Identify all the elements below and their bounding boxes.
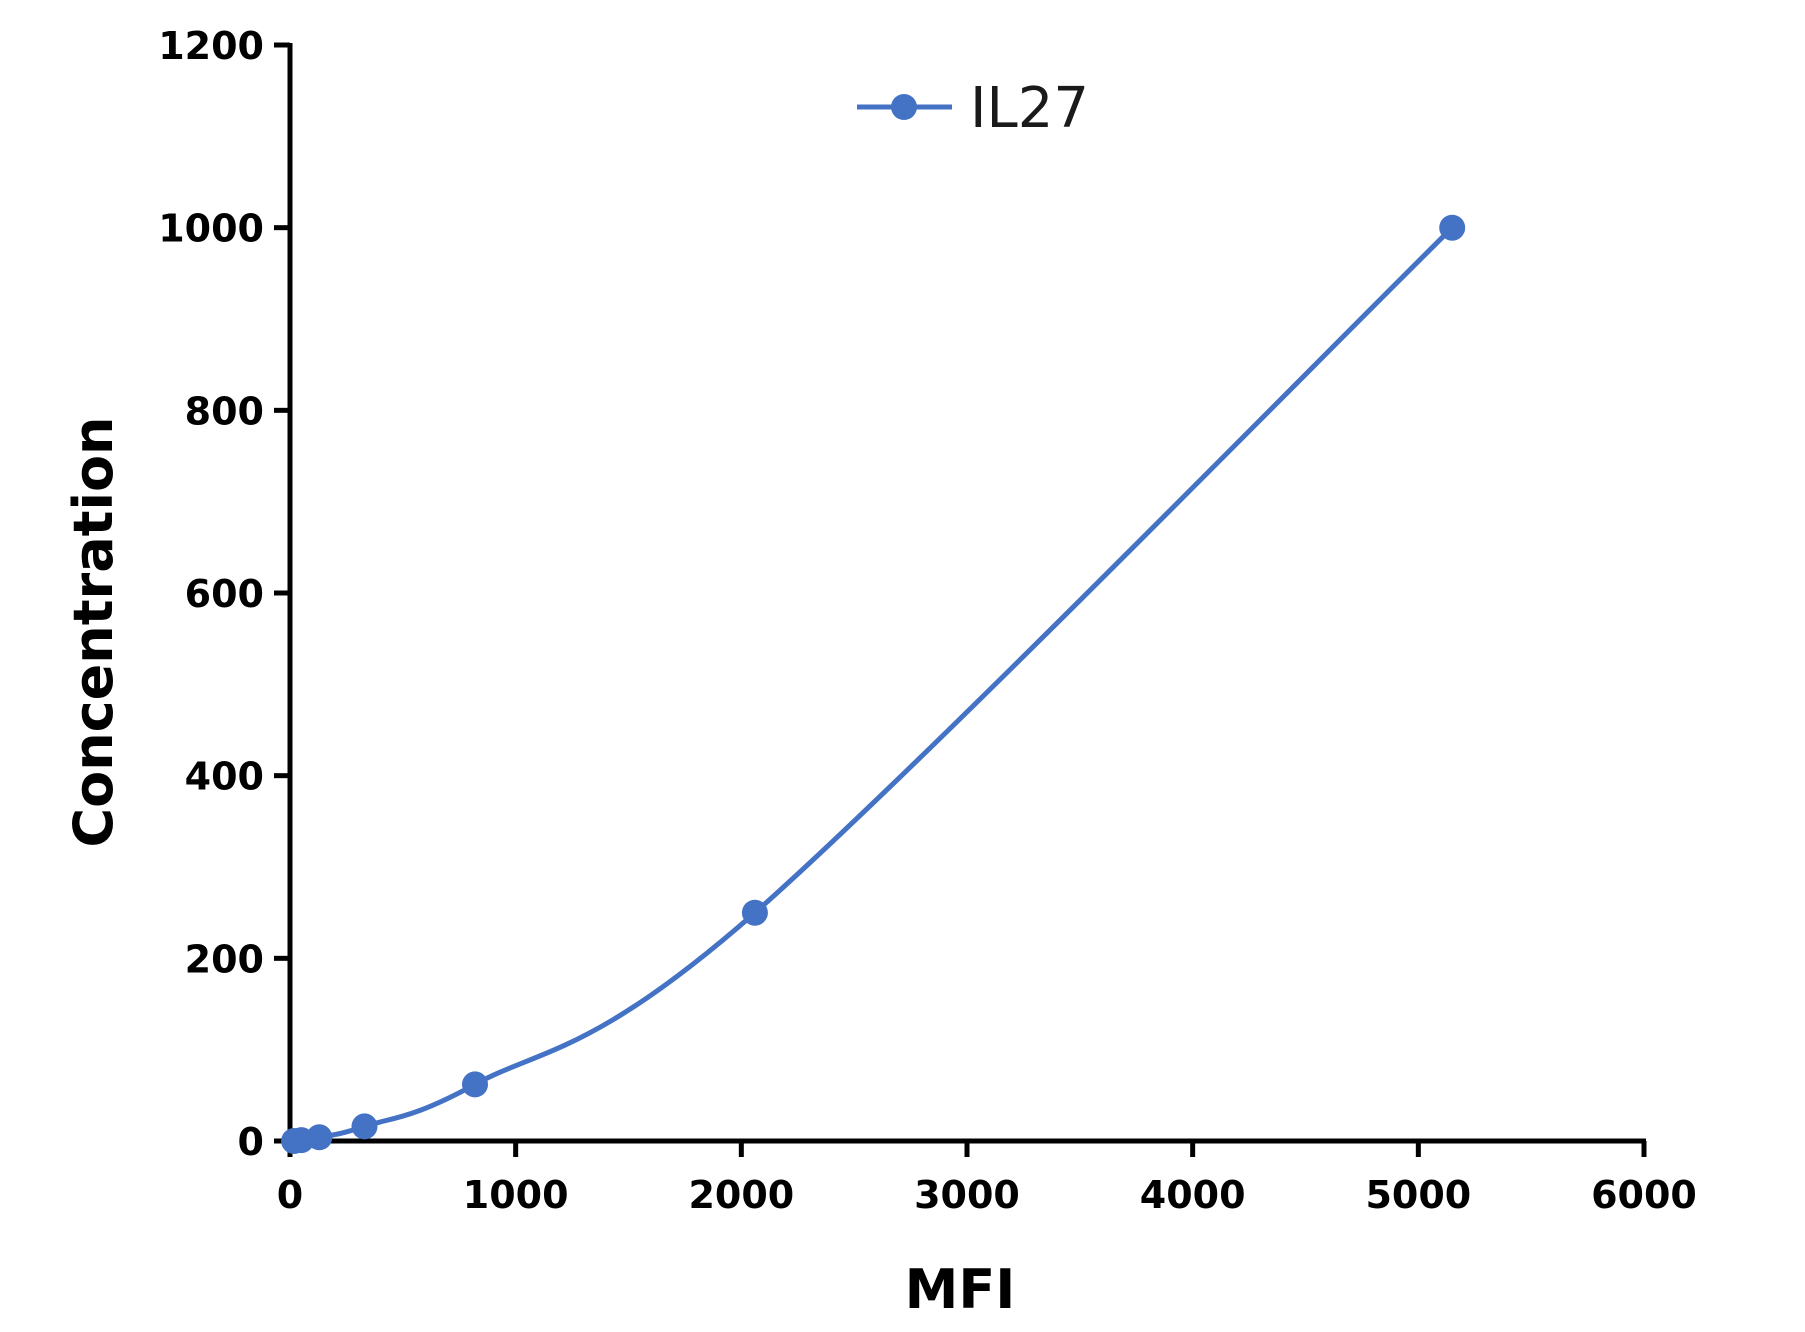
y-tick-label: 1200	[158, 24, 264, 68]
y-tick-label: 400	[185, 755, 264, 799]
x-axis-title: MFI	[905, 1258, 1016, 1321]
x-tick-label: 6000	[1591, 1173, 1697, 1217]
data-point	[741, 899, 768, 926]
x-tick-label: 2000	[688, 1173, 794, 1217]
x-tick-label: 5000	[1365, 1173, 1471, 1217]
y-tick-label: 1000	[158, 207, 264, 251]
data-point	[306, 1124, 333, 1151]
y-tick-label: 600	[185, 572, 264, 616]
axes: 0 1000 2000 3000 4000 5000 6000 0 200 400 600 800 10…	[158, 24, 1697, 1217]
y-tick-label: 800	[185, 389, 264, 433]
y-axis-title: Concentration	[62, 417, 125, 848]
legend-label: IL27	[970, 76, 1089, 141]
y-tick-label: 200	[185, 937, 264, 981]
x-tick-label: 3000	[914, 1173, 1020, 1217]
series-line-il27	[291, 225, 1455, 1144]
x-tick-label: 0	[277, 1173, 303, 1217]
data-point	[351, 1113, 378, 1140]
data-point	[462, 1071, 488, 1098]
x-tick-label: 1000	[463, 1173, 569, 1217]
data-point	[1439, 214, 1466, 241]
legend: IL27	[857, 76, 1089, 141]
x-tick-label: 4000	[1140, 1173, 1246, 1217]
y-tick-label: 0	[238, 1120, 264, 1164]
legend-marker	[891, 94, 917, 120]
series-layer	[281, 214, 1466, 1154]
